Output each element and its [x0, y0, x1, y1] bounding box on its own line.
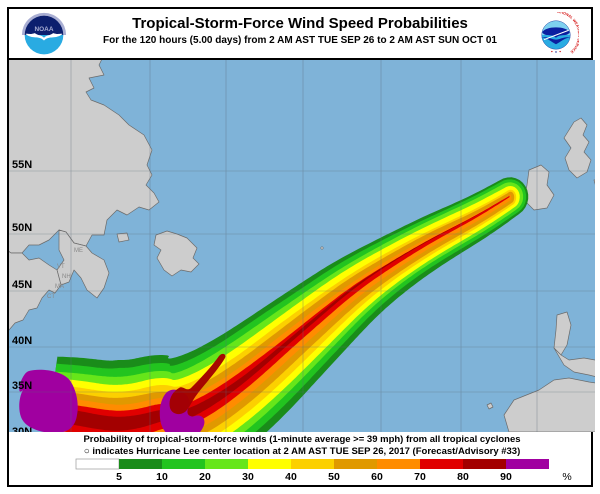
svg-text:%: %: [562, 471, 571, 483]
svg-text:55N: 55N: [12, 159, 32, 171]
svg-text:20: 20: [199, 471, 211, 483]
svg-text:40: 40: [285, 471, 297, 483]
svg-text:40N: 40N: [12, 335, 32, 347]
svg-text:VT: VT: [57, 264, 65, 270]
svg-text:5: 5: [116, 471, 122, 483]
svg-text:30: 30: [242, 471, 254, 483]
svg-text:NOAA: NOAA: [35, 26, 54, 33]
svg-text:45N: 45N: [12, 279, 32, 291]
svg-text:MA: MA: [55, 284, 64, 290]
svg-text:50N: 50N: [12, 222, 32, 234]
svg-text:35N: 35N: [12, 380, 32, 392]
svg-text:NH: NH: [62, 274, 71, 280]
svg-text:80: 80: [457, 471, 469, 483]
svg-text:70: 70: [414, 471, 426, 483]
svg-text:60: 60: [371, 471, 383, 483]
svg-text:CT: CT: [47, 294, 55, 300]
svg-text:ME: ME: [74, 248, 83, 254]
svg-text:90: 90: [500, 471, 512, 483]
svg-text:50: 50: [328, 471, 340, 483]
svg-text:10: 10: [156, 471, 168, 483]
